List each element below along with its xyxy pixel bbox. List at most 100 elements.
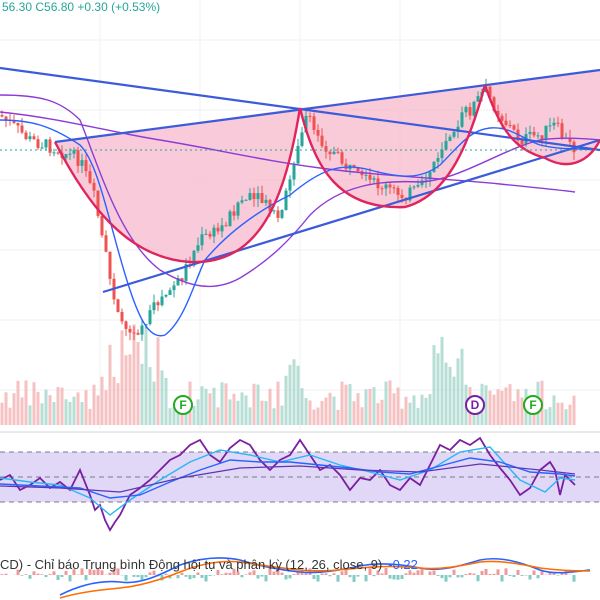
volume-bar	[44, 389, 48, 425]
volume-bar	[232, 393, 236, 425]
macd-hist-bar	[532, 570, 536, 575]
volume-bar	[212, 387, 216, 425]
macd-hist-bar	[480, 571, 484, 575]
candle-body	[36, 139, 40, 148]
volume-bar	[80, 402, 84, 425]
macd-hist-bar	[524, 575, 528, 576]
event-marker-f-1[interactable]: F	[173, 395, 193, 415]
volume-bar	[552, 395, 556, 425]
volume-bar	[120, 330, 124, 425]
macd-hist-bar	[372, 575, 376, 577]
macd-hist-bar	[556, 575, 560, 576]
rsi-slow-line	[0, 463, 576, 493]
volume-bar	[72, 396, 76, 425]
macd-hist-bar	[260, 575, 264, 577]
macd-hist-bar	[240, 575, 244, 578]
macd-hist-bar	[324, 573, 328, 575]
macd-hist-bar	[452, 569, 456, 575]
macd-hist-bar	[540, 570, 544, 575]
candle-body	[372, 178, 376, 180]
macd-hist-bar	[316, 575, 320, 582]
volume-bar	[392, 393, 396, 425]
volume-bar	[12, 393, 16, 425]
volume-bar	[124, 355, 128, 425]
candle-body	[44, 139, 48, 148]
macd-hist-bar	[200, 575, 204, 578]
volume-bar	[208, 393, 212, 425]
volume-bar	[36, 391, 40, 425]
macd-hist-bar	[352, 575, 356, 582]
macd-hist-bar	[196, 572, 200, 575]
volume-bar	[432, 345, 436, 425]
candle-body	[568, 137, 572, 142]
macd-line	[59, 557, 591, 596]
candle-body	[544, 125, 548, 140]
volume-bar	[404, 396, 408, 425]
macd-hist-bar	[512, 575, 516, 577]
candle-body	[48, 139, 52, 153]
candle-body	[448, 136, 452, 141]
event-marker-f-2[interactable]: F	[523, 395, 543, 415]
macd-hist-bar	[400, 575, 404, 580]
macd-hist-bar	[376, 570, 380, 575]
candle-body	[64, 154, 68, 158]
volume-bar	[436, 353, 440, 425]
volume-bar	[416, 407, 420, 425]
macd-hist-bar	[164, 573, 168, 575]
candle-body	[320, 135, 324, 147]
volume-bar	[560, 402, 564, 425]
volume-bar	[204, 388, 208, 425]
macd-hist-bar	[432, 570, 436, 575]
candle-body	[452, 131, 456, 137]
volume-bar	[200, 386, 204, 425]
macd-indicator-label[interactable]: CD) - Chỉ báo Trung bình Động hội tụ và …	[0, 557, 418, 572]
volume-bar	[292, 359, 296, 425]
candle-body	[156, 302, 160, 306]
candle-body	[304, 116, 308, 133]
candle-body	[548, 125, 552, 127]
macd-hist-bar	[216, 569, 220, 575]
volume-bar	[452, 376, 456, 425]
macd-hist-bar	[516, 569, 520, 575]
candle-body	[160, 296, 164, 306]
volume-bar	[248, 407, 252, 425]
macd-hist-bar	[256, 575, 260, 579]
event-marker-d[interactable]: D	[465, 395, 485, 415]
candle-body	[152, 302, 156, 311]
macd-hist-bar	[528, 575, 532, 580]
volume-bar	[376, 403, 380, 425]
candle-body	[104, 235, 108, 252]
volume-bar	[284, 375, 288, 425]
macd-hist-bar	[64, 571, 68, 575]
candle-body	[560, 123, 564, 138]
macd-hist-bar	[56, 575, 60, 581]
macd-hist-bar	[548, 572, 552, 575]
volume-bar	[68, 401, 72, 425]
volume-bar	[196, 399, 200, 425]
rising-support	[102, 138, 600, 294]
volume-bar	[240, 392, 244, 425]
volume-bar	[236, 400, 240, 425]
macd-hist-bar	[508, 575, 512, 576]
candle-body	[72, 150, 76, 154]
volume-bar	[344, 384, 348, 425]
macd-hist-bar	[284, 575, 288, 580]
volume-bar	[128, 354, 132, 425]
candle-body	[40, 147, 44, 149]
volume-bar	[252, 383, 256, 425]
volume-bar	[88, 408, 92, 425]
candle-body	[336, 151, 340, 153]
volume-bar	[484, 385, 488, 425]
candle-body	[428, 171, 432, 180]
macd-hist-bar	[32, 571, 36, 575]
volume-bar	[504, 387, 508, 425]
candle-body	[508, 124, 512, 126]
volume-bar	[520, 397, 524, 425]
volume-bar	[316, 407, 320, 425]
macd-hist-bar	[412, 572, 416, 575]
candle-body	[24, 132, 28, 140]
candle-body	[500, 115, 504, 121]
macd-value: -0.22	[388, 557, 418, 572]
candle-body	[392, 187, 396, 189]
